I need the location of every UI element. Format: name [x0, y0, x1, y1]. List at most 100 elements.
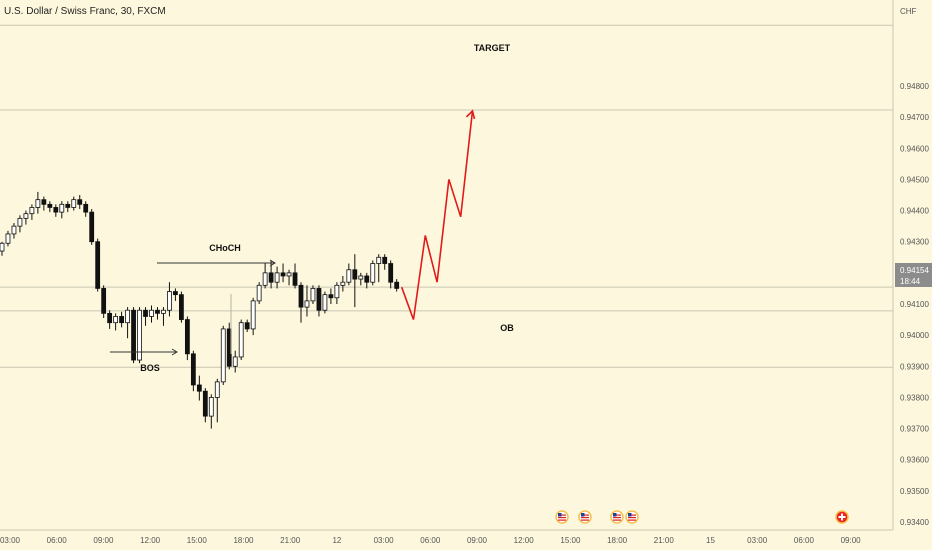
candle — [161, 307, 166, 326]
time-axis[interactable]: 03:00 06:00 09:00 12:00 15:00 18:00 21:00 12 03:… — [0, 529, 893, 545]
x-tick-label: 12:00 — [140, 536, 161, 545]
candle — [316, 285, 322, 317]
candle — [35, 191, 41, 214]
candle — [137, 307, 142, 364]
candle — [131, 307, 136, 364]
candle — [244, 319, 250, 333]
candle — [376, 254, 382, 283]
candle — [53, 204, 59, 217]
x-tick-label: 09:00 — [93, 536, 114, 545]
candle — [178, 291, 184, 323]
candle — [101, 285, 107, 319]
candle — [89, 209, 95, 245]
annotations: TARGET CHoCH BOS OB — [110, 43, 514, 373]
candle — [17, 215, 23, 233]
candle — [310, 285, 316, 305]
candle — [47, 201, 53, 213]
candle — [364, 272, 370, 289]
economic-events[interactable] — [555, 510, 849, 524]
y-tick-label: 0.93700 — [900, 425, 929, 434]
candle — [232, 350, 238, 373]
candle — [167, 282, 172, 317]
candle — [346, 263, 352, 286]
candle — [208, 394, 214, 429]
y-tick-label: 0.93400 — [900, 518, 929, 527]
candle — [29, 204, 35, 220]
candle — [59, 201, 65, 219]
x-tick-label: 12 — [332, 536, 341, 545]
x-tick-label: 06:00 — [47, 536, 68, 545]
y-tick-label: 0.94000 — [900, 331, 929, 340]
candle — [334, 282, 340, 305]
candle — [340, 275, 346, 292]
candle — [149, 305, 154, 323]
candle — [23, 210, 29, 225]
candle — [382, 254, 388, 270]
candle — [173, 288, 178, 301]
projection-line — [400, 110, 474, 320]
ob-label: OB — [500, 323, 514, 333]
x-tick-label: 21:00 — [654, 536, 675, 545]
candle — [71, 196, 77, 211]
candle — [280, 263, 286, 283]
y-tick-label: 0.93600 — [900, 456, 929, 465]
candle — [155, 307, 160, 320]
candle — [262, 263, 268, 289]
y-tick-label: 0.94800 — [900, 82, 929, 91]
us-flag-icon[interactable] — [625, 510, 639, 524]
candle — [77, 195, 83, 210]
candle — [370, 260, 376, 286]
ch-flag-icon[interactable] — [835, 510, 849, 524]
candle — [274, 266, 280, 289]
x-tick-label: 15:00 — [187, 536, 208, 545]
candles — [0, 191, 400, 429]
choch-label: CHoCH — [209, 243, 241, 253]
candle — [298, 282, 304, 323]
candle — [5, 230, 11, 247]
x-tick-label: 06:00 — [420, 536, 441, 545]
us-flag-icon[interactable] — [578, 510, 592, 524]
us-flag-icon[interactable] — [610, 510, 624, 524]
candle — [113, 313, 119, 331]
candle — [388, 260, 394, 289]
bos-label: BOS — [140, 363, 160, 373]
projection-arrowhead — [465, 109, 476, 120]
y-tick-label: 0.94500 — [900, 175, 929, 184]
candle — [214, 378, 220, 423]
y-tick-label: 0.94300 — [900, 238, 929, 247]
candle — [256, 282, 262, 305]
x-tick-label: 09:00 — [467, 536, 488, 545]
candle — [65, 201, 71, 213]
price-axis[interactable]: 0.94800 0.94700 0.94600 0.94500 0.94400 0.943… — [892, 0, 929, 530]
candle — [190, 350, 196, 392]
candle — [0, 241, 5, 256]
current-price: 0.94154 — [900, 266, 929, 275]
candle — [394, 279, 400, 292]
y-tick-label: 0.94400 — [900, 207, 929, 216]
currency-label: CHF — [900, 7, 917, 16]
y-tick-label: 0.94100 — [900, 300, 929, 309]
target-label: TARGET — [474, 43, 511, 53]
countdown: 18:44 — [900, 277, 921, 286]
x-tick-label: 15 — [706, 536, 715, 545]
projection-path — [400, 109, 476, 320]
candle — [292, 263, 298, 289]
candle — [304, 285, 310, 317]
candle — [184, 316, 190, 361]
candle — [196, 375, 202, 401]
y-tick-label: 0.93800 — [900, 393, 929, 402]
x-tick-label: 18:00 — [607, 536, 628, 545]
us-flag-icon[interactable] — [555, 510, 569, 524]
candle — [328, 288, 334, 305]
x-tick-label: 06:00 — [794, 536, 815, 545]
bos-arrowhead — [171, 348, 178, 356]
candle — [358, 272, 364, 286]
candle — [286, 269, 292, 286]
candle — [202, 388, 208, 423]
candle — [143, 307, 148, 326]
current-price-tag: 0.94154 18:44 — [895, 263, 932, 287]
candle — [119, 311, 124, 328]
x-tick-label: 18:00 — [233, 536, 254, 545]
